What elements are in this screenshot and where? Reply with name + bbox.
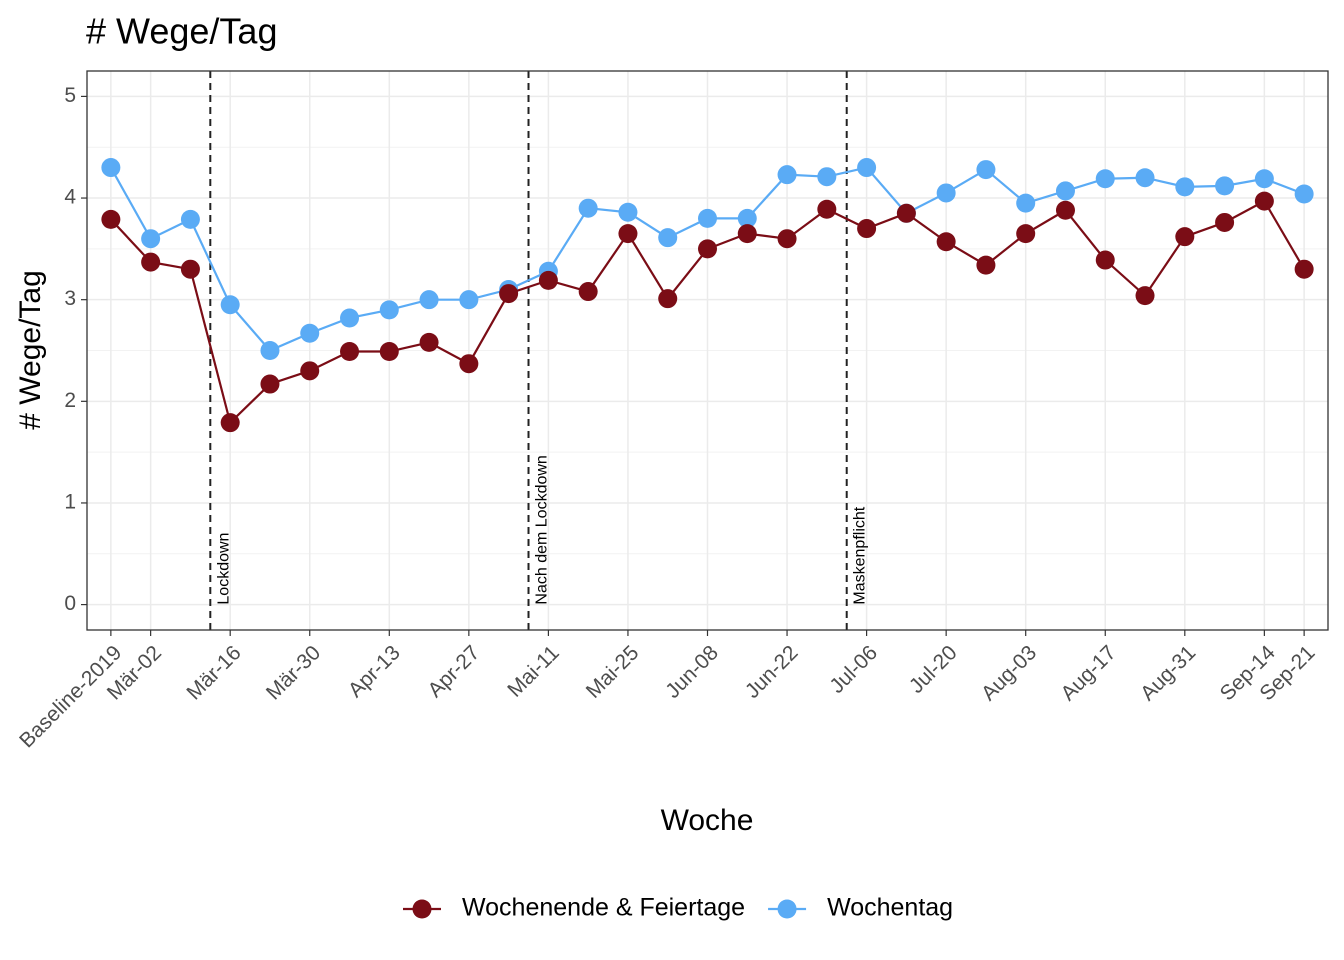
- x-tick-label: Jul-20: [905, 641, 962, 698]
- data-point: [459, 290, 479, 310]
- y-axis-label: # Wege/Tag: [14, 270, 47, 430]
- data-point: [1016, 224, 1036, 244]
- x-tick-label: Baseline-2019: [15, 641, 126, 752]
- x-axis-label: Woche: [661, 804, 754, 837]
- data-point: [1175, 177, 1195, 197]
- data-point: [141, 252, 161, 272]
- event-label: Nach dem Lockdown: [534, 455, 551, 604]
- event-label: Lockdown: [215, 533, 232, 605]
- y-tick-label: 2: [64, 389, 76, 412]
- legend-label: Wochenende & Feiertage: [462, 894, 745, 922]
- x-tick-label: Jun-08: [661, 641, 723, 703]
- data-point: [976, 160, 996, 180]
- data-point: [141, 229, 161, 249]
- data-point: [260, 374, 280, 394]
- data-point: [340, 342, 360, 362]
- data-point: [777, 165, 797, 185]
- data-point: [737, 208, 757, 228]
- data-point: [379, 342, 399, 362]
- x-tick-label: Mai-11: [503, 641, 564, 702]
- data-point: [300, 361, 320, 381]
- chart-title: # Wege/Tag: [86, 11, 277, 52]
- data-point: [419, 332, 439, 352]
- data-point: [101, 209, 121, 229]
- x-tick-label: Jun-22: [741, 641, 803, 703]
- data-point: [379, 300, 399, 320]
- legend-marker: [412, 899, 432, 919]
- x-tick-label: Aug-17: [1057, 641, 1121, 705]
- data-point: [419, 290, 439, 310]
- data-point: [459, 354, 479, 374]
- data-point: [817, 199, 837, 219]
- data-point: [578, 198, 598, 218]
- x-tick-label: Aug-03: [977, 641, 1041, 705]
- y-tick-label: 4: [64, 186, 76, 209]
- y-tick-label: 1: [64, 491, 76, 514]
- data-point: [1294, 184, 1314, 204]
- y-tick-label: 3: [64, 287, 76, 310]
- data-point: [1294, 259, 1314, 279]
- event-label: Maskenpflicht: [852, 506, 869, 604]
- data-point: [180, 259, 200, 279]
- data-point: [1254, 191, 1274, 211]
- x-tick-label: Apr-27: [423, 641, 484, 702]
- data-point: [578, 282, 598, 302]
- data-point: [976, 255, 996, 275]
- data-point: [936, 183, 956, 203]
- panel-border: [86, 70, 1329, 631]
- data-point: [857, 158, 877, 178]
- data-point: [936, 232, 956, 252]
- data-point: [340, 308, 360, 328]
- legend-marker: [777, 899, 797, 919]
- data-point: [300, 323, 320, 343]
- data-point: [1254, 169, 1274, 189]
- data-point: [180, 209, 200, 229]
- data-point: [1016, 193, 1036, 213]
- data-point: [101, 158, 121, 178]
- x-tick-label: Jul-06: [825, 641, 882, 698]
- data-point: [1055, 181, 1075, 201]
- y-tick-label: 0: [64, 592, 76, 615]
- legend-label: Wochentag: [827, 894, 953, 922]
- x-tick-label: Mär-16: [182, 641, 245, 704]
- data-point: [658, 289, 678, 309]
- x-tick-label: Mär-30: [262, 641, 325, 704]
- x-tick-label: Aug-31: [1136, 641, 1200, 705]
- data-point: [220, 295, 240, 315]
- x-tick-label: Apr-13: [344, 641, 405, 702]
- data-point: [1095, 169, 1115, 189]
- data-point: [698, 239, 717, 259]
- data-point: [658, 228, 678, 248]
- legend: Wochenende & Feiertage Wochentag: [403, 894, 953, 922]
- data-point: [1215, 212, 1235, 232]
- data-point: [1135, 168, 1155, 188]
- data-point: [737, 224, 757, 244]
- data-point: [1135, 286, 1155, 306]
- x-tick-label: Mai-25: [582, 641, 644, 703]
- data-point: [618, 224, 638, 244]
- data-point: [618, 202, 638, 222]
- y-tick-label: 5: [64, 84, 76, 107]
- data-point: [499, 284, 519, 304]
- data-point: [857, 219, 877, 239]
- data-point: [1215, 176, 1235, 196]
- data-point: [1175, 227, 1195, 247]
- data-point: [1095, 250, 1115, 270]
- data-point: [260, 341, 280, 360]
- data-point: [817, 167, 837, 187]
- data-point: [896, 203, 916, 223]
- data-point: [538, 270, 558, 290]
- data-point: [777, 229, 797, 249]
- data-point: [698, 208, 717, 228]
- data-point: [220, 413, 240, 433]
- data-point: [1055, 200, 1075, 220]
